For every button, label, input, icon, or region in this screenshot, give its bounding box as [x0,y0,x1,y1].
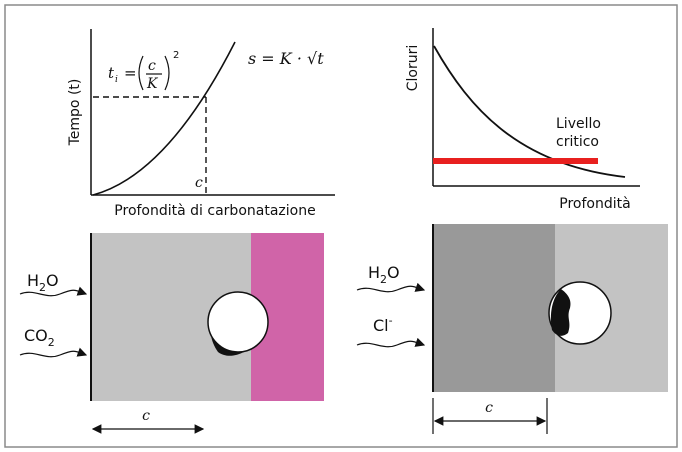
left-agent-co2: CO2 [24,326,55,349]
right-agent-cl: Cl- [373,314,393,335]
chloride-curve [433,45,626,178]
left-depth-label: c [142,408,150,424]
formula-exponent: 2 [173,50,179,61]
chloride-xlabel: Profondità [559,196,630,212]
formula-paren-left [138,55,144,91]
chloride-block: H2O Cl- c [356,224,668,434]
chloride-contaminated-zone [433,224,555,392]
chloride-ylabel: Cloruri [405,45,421,92]
formula-numerator: c [148,58,156,74]
carbonation-xlabel: Profondità di carbonatazione [114,203,315,219]
left-agent-h2o: H2O [27,271,59,294]
left-wave-arrow-1 [19,286,88,297]
carbonation-chart: Tempo (t) Profondità di carbonatazione c… [67,29,335,219]
critical-level-label-1: Livello [556,116,601,132]
right-agent-h2o: H2O [368,263,400,286]
formula-denominator: K [146,76,159,92]
formula-sqrt-law: s = K · √t [248,49,324,68]
carbonation-block: H2O CO2 c [19,233,324,434]
chloride-chart: Cloruri Profondità Livello critico [405,28,640,212]
rebar-icon [207,291,269,353]
right-wave-arrow-1 [356,282,426,293]
carbonation-formula: t i = c K 2 [108,50,179,92]
carbonation-c-tick: c [195,175,203,191]
right-depth-label: c [485,400,493,416]
carbonation-curve [92,41,236,196]
rebar-pitting [550,289,571,336]
formula-paren-right [164,55,170,91]
formula-subscript: i [115,75,118,85]
critical-level-label-2: critico [556,134,599,150]
carbonation-ylabel: Tempo (t) [67,79,83,147]
formula-t: t [108,64,115,82]
right-wave-arrow-2 [356,337,426,348]
formula-equals: = [124,64,137,82]
figure-frame [4,4,678,448]
left-wave-arrow-2 [19,347,88,358]
